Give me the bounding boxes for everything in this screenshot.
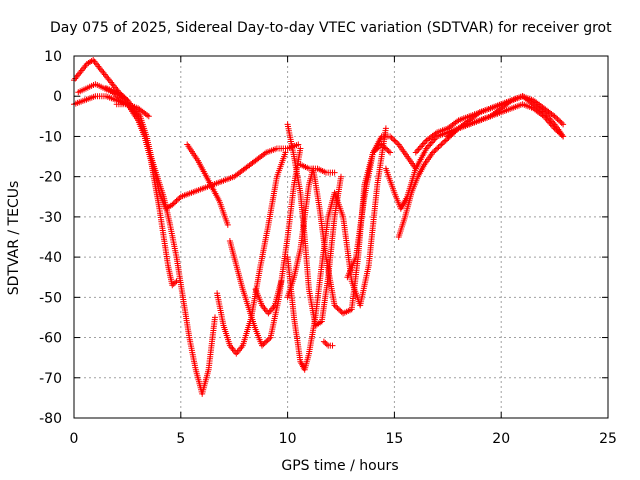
series-markers: [184, 141, 231, 228]
series-arc13: [297, 161, 338, 176]
y-tick-label: 10: [44, 49, 62, 65]
series-markers: [320, 338, 336, 349]
series-markers: [252, 278, 285, 317]
y-tick-label: -20: [39, 170, 62, 186]
x-tick-label: 10: [279, 431, 297, 447]
y-tick-label: -80: [39, 411, 62, 427]
series-arc14: [320, 338, 336, 349]
series-markers: [113, 101, 152, 120]
series-markers: [344, 133, 419, 281]
x-tick-label: 0: [70, 431, 79, 447]
x-tick-label: 25: [599, 431, 617, 447]
series-arc19: [444, 93, 526, 140]
y-tick-label: -30: [39, 210, 62, 226]
y-axis-label: SDTVAR / TECUs: [6, 181, 22, 296]
series-markers: [284, 121, 344, 329]
x-axis-label: GPS time / hours: [281, 458, 398, 474]
series-arc6: [184, 141, 231, 228]
series-markers: [214, 149, 289, 357]
plot-border: [73, 55, 609, 419]
series-arc7: [214, 149, 289, 357]
series-arc15: [344, 133, 419, 281]
y-tick-label: -60: [39, 331, 62, 347]
series-arc12: [284, 121, 344, 329]
series-arc9: [252, 278, 285, 317]
series-markers: [297, 161, 338, 176]
y-tick-label: -40: [39, 250, 62, 266]
x-tick-label: 20: [492, 431, 510, 447]
chart-title: Day 075 of 2025, Sidereal Day-to-day VTE…: [50, 20, 612, 36]
x-tick-label: 15: [385, 431, 403, 447]
y-tick-label: -50: [39, 290, 62, 306]
y-axis-ticks: 10 0 -10 -20 -30 -40 -50 -60 -70 -80: [39, 49, 608, 427]
y-tick-label: -10: [39, 129, 62, 145]
y-tick-label: 0: [53, 89, 62, 105]
series-markers: [226, 145, 304, 349]
y-tick-label: -70: [39, 371, 62, 387]
series-arc5: [113, 101, 152, 120]
x-axis-ticks: 0 5 10 15 20 25: [70, 56, 617, 447]
x-tick-label: 5: [176, 431, 185, 447]
series-markers: [444, 93, 526, 140]
series-arc8: [226, 145, 304, 349]
